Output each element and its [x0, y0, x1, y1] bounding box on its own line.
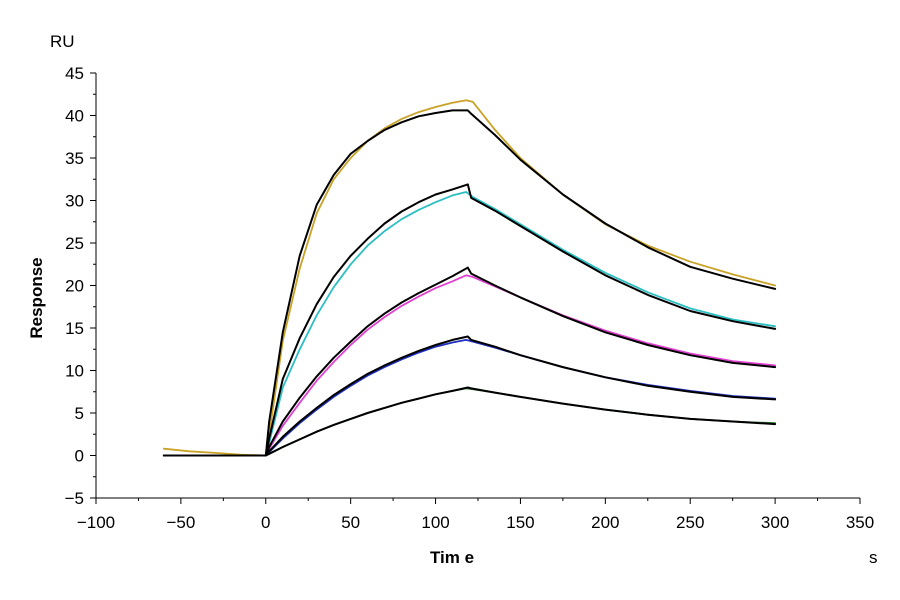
- x-tick-label: −100: [77, 513, 115, 532]
- data-series-line: [162, 191, 776, 457]
- data-series-line: [162, 274, 776, 457]
- x-tick-label: 50: [341, 513, 360, 532]
- y-tick-label: 15: [65, 319, 84, 338]
- x-tick-label: −50: [166, 513, 195, 532]
- data-series-line: [162, 338, 776, 457]
- data-series-line: [162, 387, 776, 457]
- y-tick-label: 30: [65, 192, 84, 211]
- x-tick-label: 0: [261, 513, 270, 532]
- tick-labels: −100 −50 0 50 100 150 200 250 300 350−50510152025…: [65, 64, 875, 532]
- y-tick-label: 20: [65, 277, 84, 296]
- y-axis-title: Response: [27, 257, 46, 338]
- y-tick-label: 0: [75, 447, 84, 466]
- fit-curve-line: [162, 335, 777, 457]
- x-axis-title: Tim e: [430, 548, 474, 567]
- x-tick-label: 200: [591, 513, 619, 532]
- x-tick-label: 350: [846, 513, 874, 532]
- fit-curve-line: [162, 109, 777, 457]
- y-tick-label: 10: [65, 362, 84, 381]
- y-tick-label: 25: [65, 234, 84, 253]
- x-tick-label: 100: [421, 513, 449, 532]
- x-tick-label: 300: [761, 513, 789, 532]
- fit-curve-line: [162, 386, 777, 457]
- y-tick-label: 40: [65, 107, 84, 126]
- y-tick-label: 5: [75, 404, 84, 423]
- x-unit-label: s: [869, 548, 878, 567]
- axes: [90, 72, 861, 504]
- fit-curve-line: [162, 183, 777, 457]
- data-series-line: [162, 99, 776, 457]
- y-tick-label: 35: [65, 149, 84, 168]
- plot-area: [162, 99, 777, 457]
- y-tick-label: 45: [65, 64, 84, 83]
- x-tick-label: 250: [676, 513, 704, 532]
- y-tick-label: −5: [65, 489, 84, 508]
- y-unit-label: RU: [50, 32, 75, 51]
- x-tick-label: 150: [506, 513, 534, 532]
- fit-curve-line: [162, 266, 777, 457]
